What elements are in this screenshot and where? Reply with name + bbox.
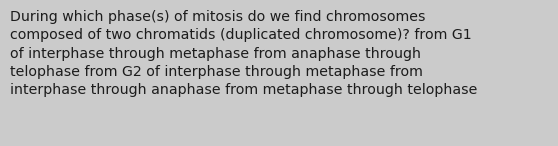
Text: During which phase(s) of mitosis do we find chromosomes
composed of two chromati: During which phase(s) of mitosis do we f… bbox=[10, 10, 478, 97]
